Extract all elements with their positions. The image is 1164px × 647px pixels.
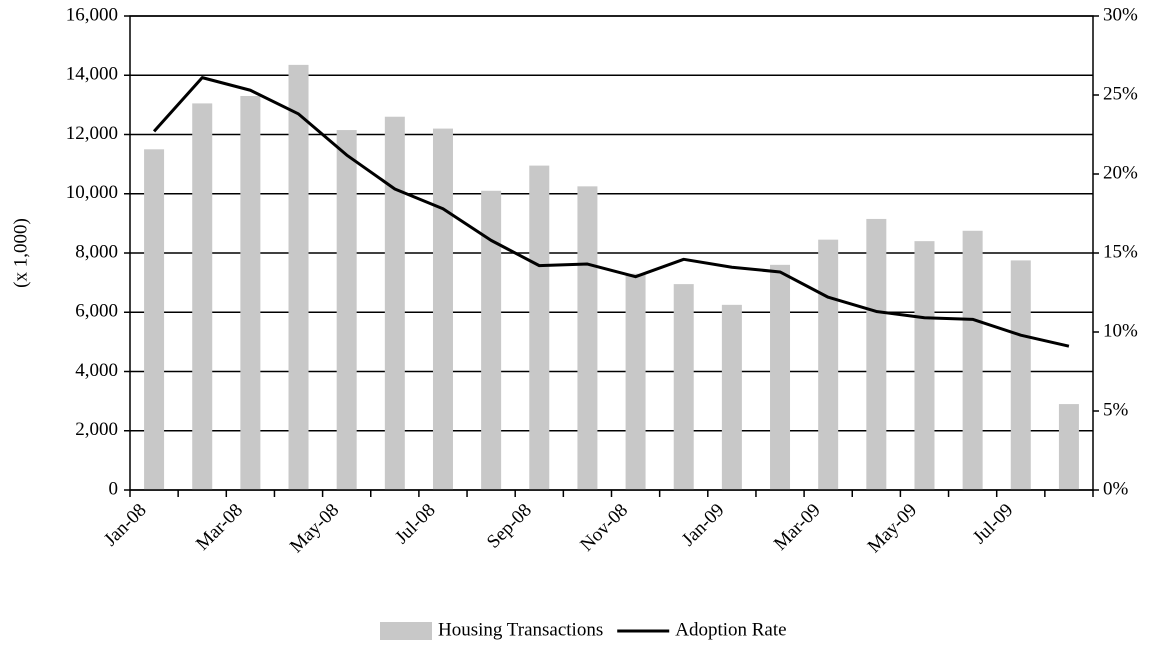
bar: [336, 130, 357, 490]
legend-label: Adoption Rate: [675, 619, 786, 640]
x-tick-label: Jan-09: [678, 500, 729, 551]
y2-tick-label: 20%: [1103, 162, 1138, 183]
y2-tick-label: 30%: [1103, 4, 1138, 25]
bar: [866, 218, 887, 490]
x-tick-label: Jul-09: [969, 500, 1017, 548]
x-tick-label: May-09: [864, 500, 921, 557]
bar: [384, 116, 405, 490]
bar: [625, 273, 646, 490]
y2-tick-label: 10%: [1103, 320, 1138, 341]
bar: [432, 128, 453, 490]
x-tick-label: Mar-09: [770, 500, 825, 555]
legend-swatch: [380, 622, 432, 640]
bar: [529, 165, 550, 490]
bar: [577, 186, 598, 490]
y-tick-label: 14,000: [66, 64, 118, 85]
bar: [770, 264, 791, 490]
x-tick-label: Jan-08: [100, 500, 151, 551]
y-tick-label: 10,000: [66, 182, 118, 203]
bar: [192, 103, 213, 491]
y-tick-label: 2,000: [75, 419, 118, 440]
x-tick-label: Jul-08: [391, 500, 439, 548]
legend-label: Housing Transactions: [438, 619, 603, 640]
bar: [481, 190, 502, 490]
y-tick-label: 8,000: [75, 241, 118, 262]
bar: [240, 95, 261, 491]
y-tick-label: 0: [109, 478, 119, 499]
y-tick-label: 12,000: [66, 123, 118, 144]
bar: [673, 284, 694, 490]
bar: [1010, 260, 1031, 490]
y-tick-label: 16,000: [66, 4, 118, 25]
y-tick-label: 4,000: [75, 360, 118, 381]
y-axis-title: (x 1,000): [10, 218, 31, 288]
bar: [818, 239, 839, 490]
line: [152, 76, 1070, 348]
bar: [1058, 404, 1079, 490]
bar: [288, 64, 309, 490]
bar: [914, 241, 935, 490]
y2-tick-label: 25%: [1103, 83, 1138, 104]
x-tick-label: May-08: [286, 500, 343, 557]
x-tick-label: Mar-08: [192, 500, 247, 555]
bar: [962, 230, 983, 490]
y2-tick-label: 15%: [1103, 241, 1138, 262]
bar: [721, 304, 742, 490]
y2-tick-label: 5%: [1103, 399, 1129, 420]
y2-tick-label: 0%: [1103, 478, 1129, 499]
x-tick-label: Nov-08: [576, 500, 632, 556]
y-tick-label: 6,000: [75, 301, 118, 322]
x-tick-label: Sep-08: [483, 500, 536, 553]
bar: [144, 149, 165, 490]
